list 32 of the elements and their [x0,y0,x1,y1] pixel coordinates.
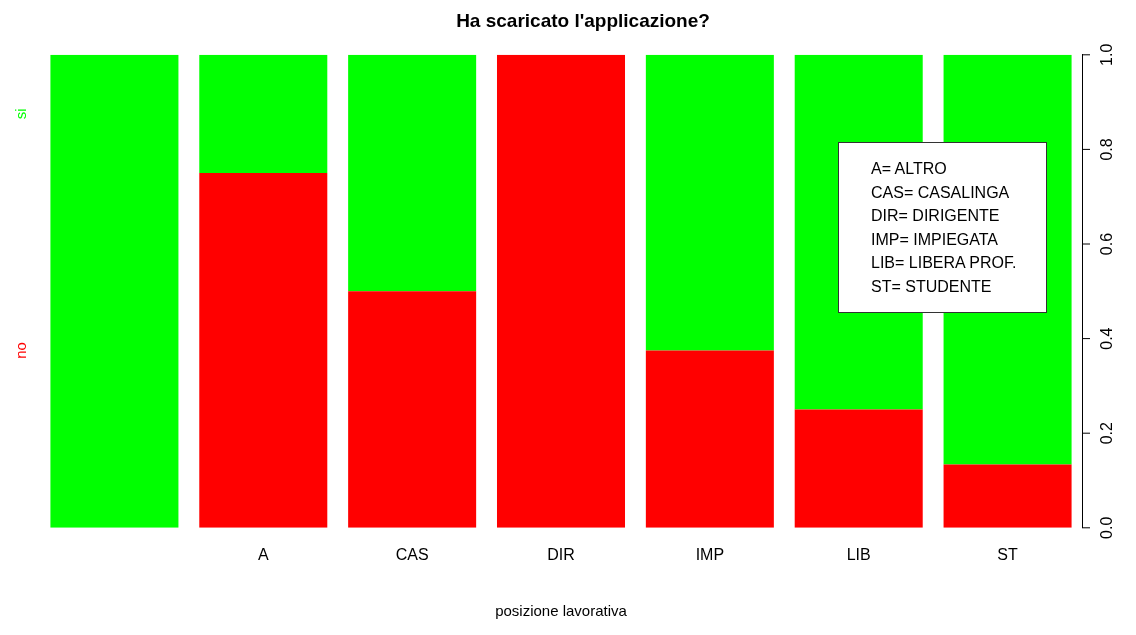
text: no [12,342,30,359]
x-tick-label: A [257,545,269,563]
y-tick-label: 0.8 [1098,138,1116,161]
y-tick-label: 0.4 [1098,327,1116,350]
bar [199,173,328,528]
annotation: ST= STUDENTE [871,276,993,297]
x-tick-label: CAS [395,545,429,563]
bar [794,409,923,528]
text: si [12,108,30,120]
y-tick-label: 0.6 [1098,232,1116,256]
x-tick-label: IMP [695,545,725,563]
y-tick-label: 0.0 [1098,516,1116,539]
bar [645,54,774,351]
bar [496,54,626,528]
chart-title: Ha scaricato l'applicazione? [456,9,710,31]
annotation: CAS= CASALINGA [871,182,1011,203]
x-tick-label: LIB [846,545,871,563]
x-axis-title: posizione lavorativa [495,602,628,620]
x-tick-label: ST [997,545,1019,563]
bar [943,464,1072,528]
bar [348,54,477,292]
y-tick-label: 1.0 [1098,43,1116,66]
y-tick-label: 0.2 [1098,421,1116,445]
bar [50,54,179,528]
bar [348,291,477,528]
bar [199,54,328,174]
x-tick-label: DIR [547,545,575,563]
annotation: IMP= IMPIEGATA [871,229,999,250]
annotation: A= ALTRO [871,159,948,179]
bar [645,350,774,528]
annotation: DIR= DIRIGENTE [871,206,1001,226]
annotation: LIB= LIBERA PROF. [871,253,1017,273]
